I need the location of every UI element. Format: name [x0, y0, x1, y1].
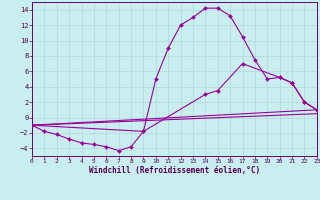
X-axis label: Windchill (Refroidissement éolien,°C): Windchill (Refroidissement éolien,°C): [89, 166, 260, 175]
